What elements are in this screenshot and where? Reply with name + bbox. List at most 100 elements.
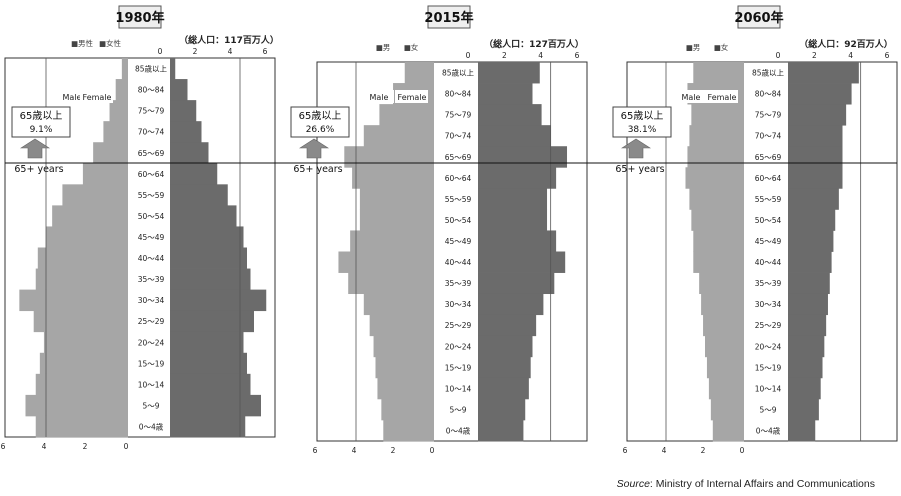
- male-bar: [712, 419, 744, 442]
- female-bar: [478, 125, 551, 147]
- plot-frame: [626, 61, 898, 442]
- male-bar: [691, 104, 744, 126]
- age-label: 20～24: [445, 342, 472, 351]
- age-label: 0～4歳: [756, 425, 781, 435]
- female-bar: [170, 394, 261, 417]
- male-bar: [359, 188, 434, 210]
- age-label: 85歳以上: [442, 68, 475, 78]
- chart-title: 1980年: [115, 10, 164, 26]
- female-bar: [478, 167, 557, 189]
- male-bar: [103, 121, 128, 143]
- male-bar: [62, 184, 128, 206]
- callout-en-label: 65+ years: [293, 164, 342, 175]
- age-label: 20～24: [138, 338, 165, 347]
- female-bar: [170, 247, 247, 269]
- male-bar: [338, 251, 434, 273]
- male-bar: [43, 331, 129, 354]
- male-axis-tick: 2: [83, 442, 88, 451]
- age-label: 30～34: [755, 300, 782, 309]
- age-label: 25～29: [138, 317, 165, 326]
- female-bar: [788, 83, 852, 105]
- male-bar: [46, 226, 128, 248]
- male-bar: [37, 247, 128, 269]
- arrow-up-icon: [298, 138, 330, 159]
- male-axis-tick: 4: [662, 446, 667, 455]
- male-bar: [350, 230, 434, 252]
- female-bar: [788, 146, 843, 168]
- age-label: 65～69: [445, 153, 472, 162]
- female-bar: [170, 415, 246, 438]
- male-bar: [109, 100, 128, 122]
- female-bar: [478, 62, 540, 84]
- age-label: 65～69: [755, 153, 782, 162]
- age-label: 40～44: [445, 258, 472, 267]
- male-bar: [352, 167, 434, 189]
- female-bar: [788, 314, 827, 337]
- callout-box: [11, 106, 71, 138]
- source-note: Source: Ministry of Internal Affairs and…: [616, 478, 875, 490]
- age-label: 35～39: [138, 275, 165, 284]
- male-bar: [363, 125, 434, 147]
- callout-title: 65歳以上: [20, 110, 63, 122]
- chart-title-box: [737, 5, 781, 29]
- male-axis-tick: 0: [430, 446, 435, 455]
- chart-title-box: [118, 5, 162, 29]
- legend-male: ■男性: [71, 38, 94, 48]
- total-population-label: （総人口：117百万人）: [179, 34, 279, 46]
- age-label: 60～64: [445, 174, 472, 183]
- male-bar: [19, 289, 129, 312]
- male-bar: [348, 272, 434, 295]
- age-label: 45～49: [755, 237, 782, 246]
- female-label-bg: [395, 90, 428, 103]
- female-bar: [170, 373, 251, 396]
- arrow-up-icon: [620, 138, 652, 159]
- legend-female: ■女性: [99, 38, 122, 48]
- chart-title: 2015年: [424, 10, 473, 26]
- female-axis-tick: 2: [193, 47, 198, 56]
- chart-title: 2060年: [734, 10, 783, 26]
- male-bar: [689, 125, 744, 147]
- female-axis-tick: 0: [776, 51, 781, 60]
- age-label: 15～19: [445, 363, 472, 372]
- age-label: 15～19: [755, 363, 782, 372]
- callout-box: [612, 106, 672, 138]
- age-label: 70～74: [138, 128, 165, 137]
- age-label: 75～79: [138, 107, 165, 116]
- callout-box: [290, 106, 350, 138]
- female-bar: [788, 125, 843, 147]
- female-axis-tick: 0: [466, 51, 471, 60]
- age-label: 35～39: [755, 279, 782, 288]
- male-bar: [121, 58, 128, 80]
- age-label: 55～59: [138, 191, 165, 200]
- male-axis-tick: 4: [42, 442, 47, 451]
- male-label: Male: [682, 93, 701, 102]
- male-bar: [379, 104, 434, 126]
- total-population-label: （総人口：92百万人）: [799, 38, 893, 50]
- male-bar: [33, 310, 129, 333]
- male-bar: [689, 188, 744, 210]
- female-bar: [170, 163, 218, 185]
- female-bar: [170, 121, 202, 143]
- male-bar: [404, 62, 434, 84]
- male-label-bg: [675, 90, 706, 103]
- age-label: 30～34: [445, 300, 472, 309]
- female-bar: [478, 377, 529, 400]
- legend-female: ■女: [404, 42, 419, 52]
- age-label: 10～14: [445, 384, 472, 393]
- male-bar: [708, 377, 744, 400]
- age-label: 70～74: [755, 132, 782, 141]
- female-bar: [478, 335, 533, 358]
- female-bar: [478, 356, 531, 379]
- age-label: 85歳以上: [752, 68, 785, 78]
- male-bar: [52, 205, 128, 227]
- male-label: Male: [370, 93, 389, 102]
- age-label: 50～54: [445, 216, 472, 225]
- male-bar: [381, 398, 434, 421]
- male-bar: [93, 142, 128, 164]
- male-bar: [703, 314, 744, 337]
- male-axis-tick: 0: [124, 442, 129, 451]
- male-bar: [363, 293, 434, 316]
- male-axis-tick: 6: [313, 446, 318, 455]
- legend-male: ■男: [686, 43, 701, 52]
